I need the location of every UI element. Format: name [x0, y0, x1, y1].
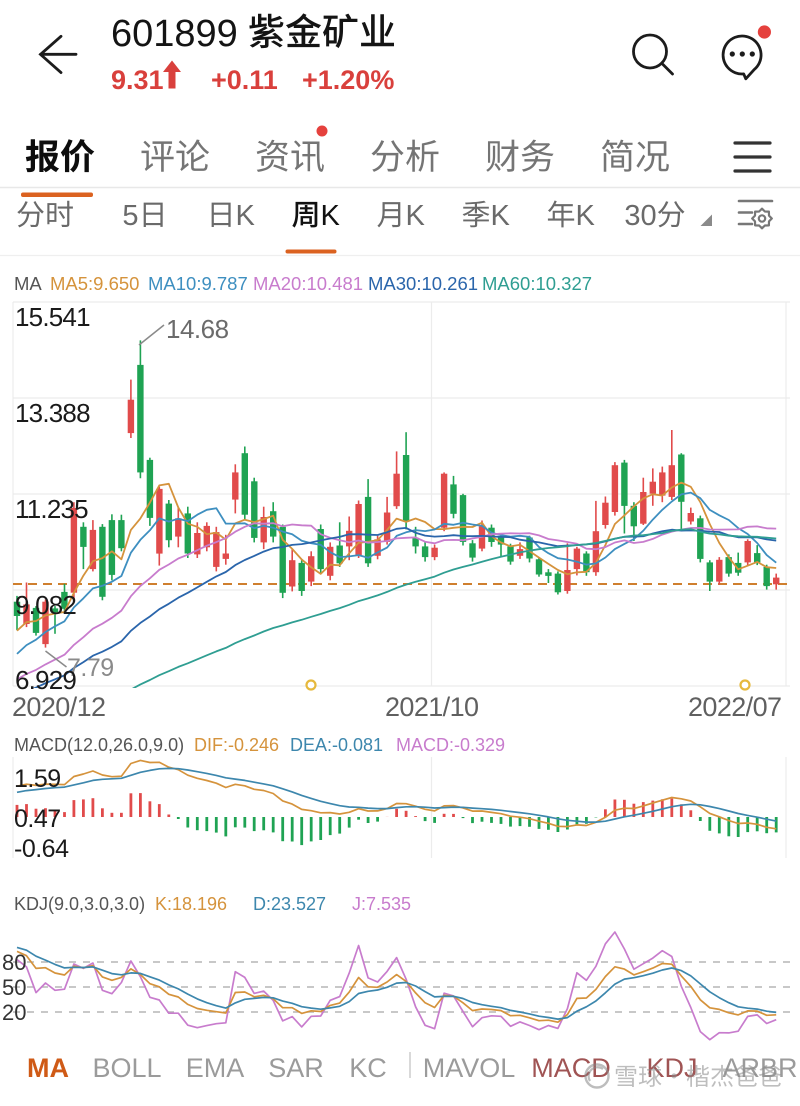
svg-text:K: K — [491, 200, 511, 232]
svg-text:601899: 601899 — [111, 13, 238, 55]
svg-text:80: 80 — [2, 950, 26, 975]
svg-text:K: K — [321, 200, 341, 232]
svg-text:2022/07: 2022/07 — [688, 692, 781, 722]
svg-text:15.541: 15.541 — [15, 302, 90, 332]
svg-text:9.082: 9.082 — [15, 590, 76, 620]
svg-text:MA10:9.787: MA10:9.787 — [148, 273, 248, 294]
svg-text:0.47: 0.47 — [14, 805, 61, 833]
svg-text:MA: MA — [14, 273, 42, 294]
svg-text:MA20:10.481: MA20:10.481 — [253, 273, 363, 294]
svg-text:MAVOL: MAVOL — [423, 1053, 516, 1083]
svg-text:20: 20 — [2, 1000, 26, 1025]
svg-text:5: 5 — [122, 200, 138, 232]
svg-text:BOLL: BOLL — [92, 1053, 161, 1083]
svg-text:MACD(12.0,26.0,9.0): MACD(12.0,26.0,9.0) — [14, 735, 184, 755]
svg-text:MACD:-0.329: MACD:-0.329 — [396, 735, 505, 755]
svg-text:-0.64: -0.64 — [14, 835, 69, 863]
svg-text:K: K — [236, 200, 256, 232]
svg-text:SAR: SAR — [268, 1053, 324, 1083]
svg-text:2020/12: 2020/12 — [12, 692, 105, 722]
svg-text:KDJ(9.0,3.0,3.0): KDJ(9.0,3.0,3.0) — [14, 894, 145, 914]
svg-text:J:7.535: J:7.535 — [352, 894, 411, 914]
svg-text:DIF:-0.246: DIF:-0.246 — [194, 735, 279, 755]
svg-text:MA: MA — [27, 1053, 69, 1083]
svg-text:ARBR: ARBR — [722, 1053, 797, 1083]
svg-text:13.388: 13.388 — [15, 398, 90, 428]
svg-text:2021/10: 2021/10 — [385, 692, 478, 722]
svg-text:9.31: 9.31 — [111, 65, 164, 95]
svg-text:KC: KC — [349, 1053, 387, 1083]
svg-text:+1.20%: +1.20% — [302, 65, 394, 95]
svg-text:MA5:9.650: MA5:9.650 — [50, 273, 139, 294]
svg-text:K: K — [576, 200, 596, 232]
svg-text:+0.11: +0.11 — [211, 65, 278, 95]
svg-text:14.68: 14.68 — [166, 314, 229, 344]
svg-text:3: 3 — [624, 200, 640, 232]
svg-text:MA60:10.327: MA60:10.327 — [482, 273, 592, 294]
svg-text:11.235: 11.235 — [15, 494, 88, 524]
svg-text:K: K — [406, 200, 426, 232]
svg-text:0: 0 — [641, 200, 657, 232]
svg-text:1.59: 1.59 — [14, 765, 61, 793]
svg-text:EMA: EMA — [186, 1053, 245, 1083]
svg-text:50: 50 — [2, 975, 26, 1000]
svg-text:MA30:10.261: MA30:10.261 — [368, 273, 478, 294]
svg-text:D:23.527: D:23.527 — [253, 894, 326, 914]
svg-text:K:18.196: K:18.196 — [155, 894, 227, 914]
svg-text:DEA:-0.081: DEA:-0.081 — [290, 735, 383, 755]
svg-text:7.79: 7.79 — [67, 654, 114, 682]
svg-text:6.929: 6.929 — [15, 665, 76, 695]
